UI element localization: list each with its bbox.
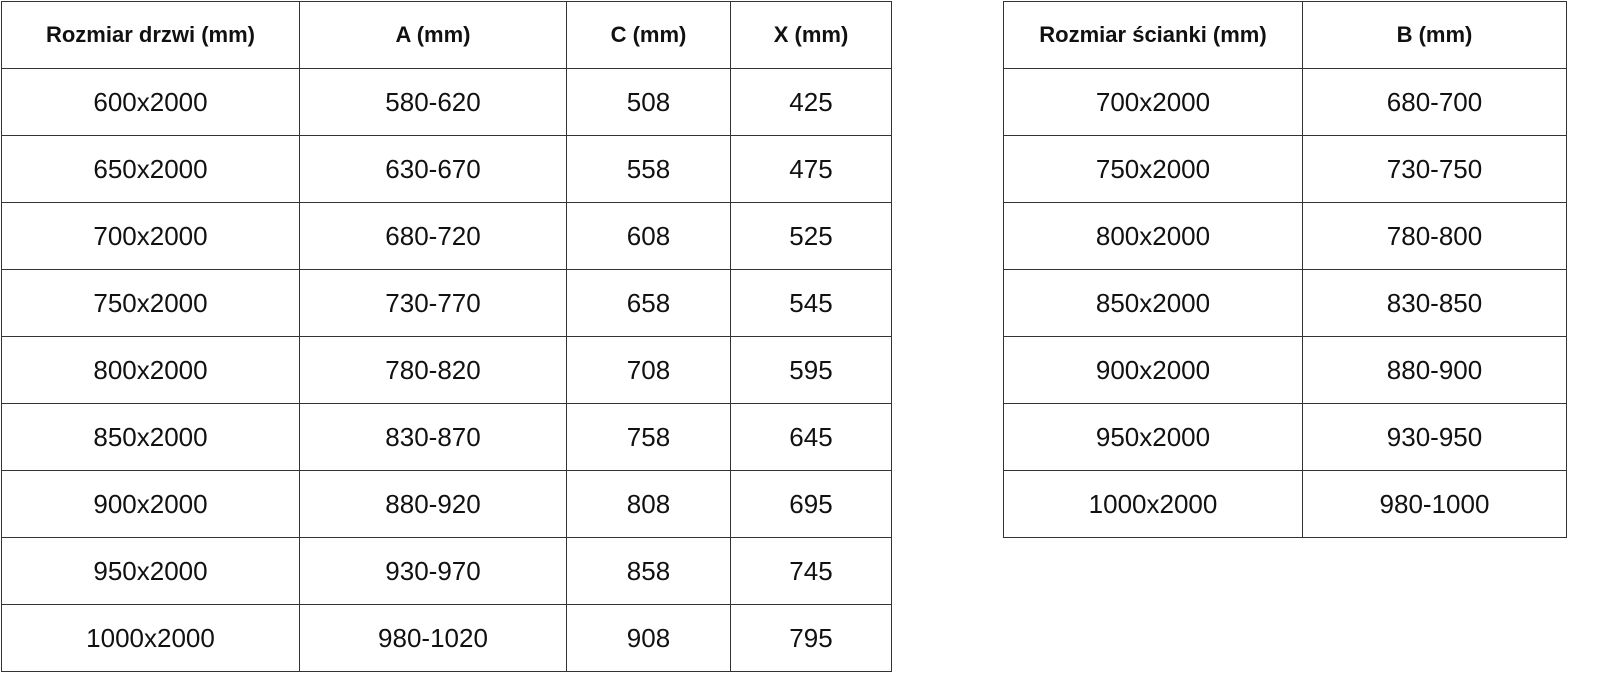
table-cell: 745 <box>730 537 892 605</box>
table-row: 700x2000 680-700 <box>1003 68 1567 136</box>
table-cell: 700x2000 <box>1 202 300 270</box>
table-cell: 1000x2000 <box>1003 470 1303 538</box>
table-cell: 850x2000 <box>1 403 300 471</box>
table-cell: 950x2000 <box>1003 403 1303 471</box>
table-row: 1000x2000 980-1000 <box>1003 470 1567 538</box>
table-cell: 758 <box>566 403 731 471</box>
header-row: Rozmiar drzwi (mm) A (mm) C (mm) X (mm) <box>1 1 892 69</box>
table-cell: 780-800 <box>1302 202 1567 270</box>
table-cell: 858 <box>566 537 731 605</box>
table-cell: 830-850 <box>1302 269 1567 337</box>
table-cell: 930-970 <box>299 537 567 605</box>
table-cell: 730-770 <box>299 269 567 337</box>
table-row: 700x2000 680-720 608 525 <box>1 202 892 270</box>
table-cell: 908 <box>566 604 731 672</box>
door-size-table: Rozmiar drzwi (mm) A (mm) C (mm) X (mm) 600… <box>1 1 892 672</box>
table-cell: 750x2000 <box>1003 135 1303 203</box>
table-row: 900x2000 880-900 <box>1003 336 1567 404</box>
table-cell: 800x2000 <box>1 336 300 404</box>
table-cell: 680-720 <box>299 202 567 270</box>
table-cell: 630-670 <box>299 135 567 203</box>
table-cell: 708 <box>566 336 731 404</box>
table-row: 800x2000 780-800 <box>1003 202 1567 270</box>
table-row: 800x2000 780-820 708 595 <box>1 336 892 404</box>
table-cell: 600x2000 <box>1 68 300 136</box>
table-cell: 880-900 <box>1302 336 1567 404</box>
table-row: 650x2000 630-670 558 475 <box>1 135 892 203</box>
column-header: B (mm) <box>1302 1 1567 69</box>
table-row: 750x2000 730-750 <box>1003 135 1567 203</box>
table-cell: 580-620 <box>299 68 567 136</box>
table-cell: 900x2000 <box>1003 336 1303 404</box>
column-header: Rozmiar ścianki (mm) <box>1003 1 1303 69</box>
table-cell: 475 <box>730 135 892 203</box>
table-cell: 830-870 <box>299 403 567 471</box>
column-header: A (mm) <box>299 1 567 69</box>
table-cell: 558 <box>566 135 731 203</box>
table-row: 950x2000 930-970 858 745 <box>1 537 892 605</box>
table-cell: 900x2000 <box>1 470 300 538</box>
table-cell: 930-950 <box>1302 403 1567 471</box>
table-cell: 650x2000 <box>1 135 300 203</box>
table-cell: 695 <box>730 470 892 538</box>
header-row: Rozmiar ścianki (mm) B (mm) <box>1003 1 1567 69</box>
wall-size-table: Rozmiar ścianki (mm) B (mm) 700x2000 680-7… <box>1003 1 1567 538</box>
table-cell: 795 <box>730 604 892 672</box>
table-cell: 808 <box>566 470 731 538</box>
table-cell: 425 <box>730 68 892 136</box>
table-cell: 950x2000 <box>1 537 300 605</box>
table-cell: 680-700 <box>1302 68 1567 136</box>
table-row: 950x2000 930-950 <box>1003 403 1567 471</box>
table-cell: 595 <box>730 336 892 404</box>
table-cell: 780-820 <box>299 336 567 404</box>
table-cell: 525 <box>730 202 892 270</box>
column-header: Rozmiar drzwi (mm) <box>1 1 300 69</box>
table-cell: 880-920 <box>299 470 567 538</box>
table-cell: 508 <box>566 68 731 136</box>
table-row: 1000x2000 980-1020 908 795 <box>1 604 892 672</box>
table-cell: 608 <box>566 202 731 270</box>
table-cell: 658 <box>566 269 731 337</box>
table-cell: 700x2000 <box>1003 68 1303 136</box>
table-row: 750x2000 730-770 658 545 <box>1 269 892 337</box>
table-cell: 800x2000 <box>1003 202 1303 270</box>
table-cell: 980-1020 <box>299 604 567 672</box>
table-cell: 980-1000 <box>1302 470 1567 538</box>
column-header: C (mm) <box>566 1 731 69</box>
table-cell: 645 <box>730 403 892 471</box>
table-row: 850x2000 830-870 758 645 <box>1 403 892 471</box>
table-cell: 1000x2000 <box>1 604 300 672</box>
table-cell: 545 <box>730 269 892 337</box>
table-row: 600x2000 580-620 508 425 <box>1 68 892 136</box>
table-row: 850x2000 830-850 <box>1003 269 1567 337</box>
table-cell: 750x2000 <box>1 269 300 337</box>
table-row: 900x2000 880-920 808 695 <box>1 470 892 538</box>
column-header: X (mm) <box>730 1 892 69</box>
table-cell: 850x2000 <box>1003 269 1303 337</box>
table-cell: 730-750 <box>1302 135 1567 203</box>
